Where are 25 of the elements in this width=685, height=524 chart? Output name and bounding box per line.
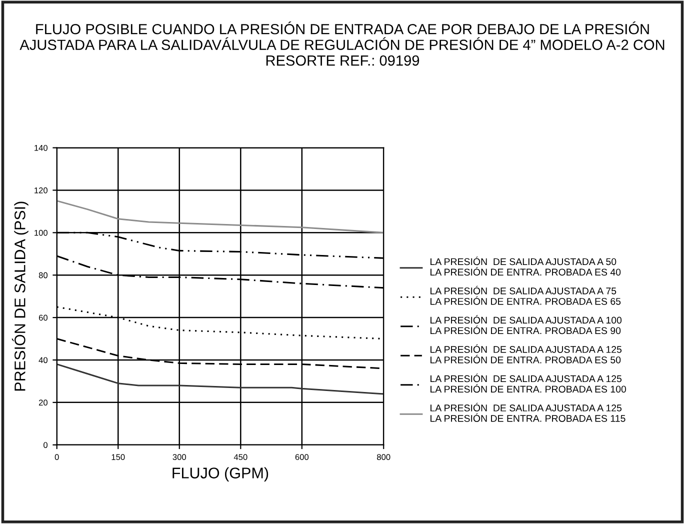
x-tick-label: 300 — [172, 454, 186, 460]
x-tick-label: 0 — [54, 454, 59, 460]
legend-label: LA PRESIÓN DE SALIDA AJUSTADA A 75 LA PRESIÓN DE ENTRA. PROBADA ES 65 — [430, 286, 621, 305]
legend-label: LA PRESIÓN DE SALIDA AJUSTADA A 125 LA PRESIÓN DE ENTRA. PROBADA ES 50 — [430, 344, 622, 364]
legend-label: LA PRESIÓN DE SALIDA AJUSTADA A 100 LA PRESIÓN DE ENTRA. PROBADA ES 90 — [430, 315, 622, 334]
x-tick-label: 150 — [112, 454, 125, 460]
y-axis-title: PRESIÓN DE SALIDA (PSI) — [12, 202, 28, 391]
y-tick-label: 100 — [34, 230, 48, 236]
legend-label: LA PRESIÓN DE SALIDA AJUSTADA A 125 LA PRESIÓN DE ENTRA. PROBADA ES 100 — [430, 374, 626, 393]
y-tick-label: 40 — [38, 357, 48, 364]
legend-label: LA PRESIÓN DE SALIDA AJUSTADA A 125 LA PRESIÓN DE ENTRA. PROBADA ES 115 — [430, 402, 626, 422]
legend-label: LA PRESIÓN DE SALIDA AJUSTADA A 50 LA PRESIÓN DE ENTRA. PROBADA ES 40 — [430, 256, 621, 276]
y-tick-label: 140 — [34, 144, 48, 151]
y-tick-label: 0 — [44, 442, 48, 448]
y-tick-label: 60 — [38, 314, 48, 321]
line-series — [56, 363, 384, 395]
x-tick-label: 600 — [295, 454, 309, 460]
line-series — [56, 200, 384, 234]
x-tick-label: 450 — [234, 454, 248, 460]
x-tick-label: 800 — [377, 454, 390, 460]
y-tick-label: 20 — [38, 400, 48, 406]
chart-title: FLUJO POSIBLE CUANDO LA PRESIÓN DE ENTRADA CAE POR DEBAJO DE LA PRESIÓN AJUSTADA PARA LA SALIDAVÁLVULA DE REGULACIÓN DE PRESIÓN DE 4” MODELO A-2 CON RESORTE REF.: 09199 — [20, 22, 664, 66]
y-tick-label: 80 — [38, 272, 48, 278]
y-tick-label: 120 — [34, 187, 48, 194]
x-axis-title: FLUJO (GPM) — [172, 467, 268, 482]
